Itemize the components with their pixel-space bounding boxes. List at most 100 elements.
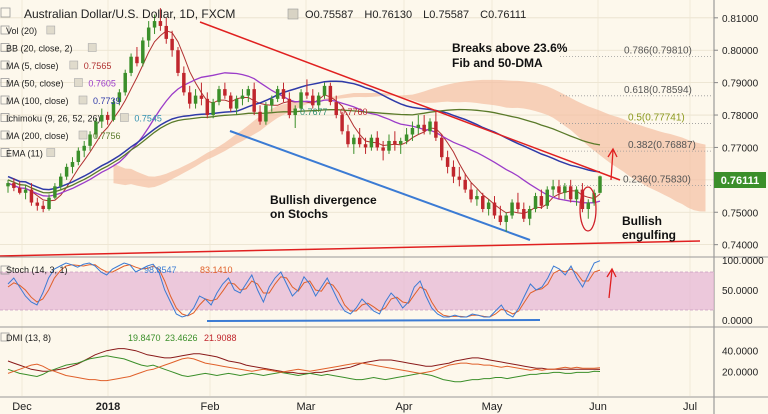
candle-body — [574, 189, 579, 200]
arrow-up-main — [610, 149, 614, 181]
candle-body — [170, 38, 174, 51]
candle-body — [598, 176, 602, 193]
stoch-d-line — [7, 264, 601, 318]
stoch-tick-label: 50.0000 — [722, 286, 759, 297]
candlesticks — [6, 8, 602, 232]
legend-checkbox — [0, 43, 10, 52]
candle-body — [41, 205, 45, 210]
legend-settings-icon — [87, 43, 97, 52]
candle-body — [387, 140, 391, 151]
candle-body — [111, 102, 116, 120]
candle-body — [275, 89, 280, 99]
candle-body — [586, 202, 591, 210]
fib-label: 0.618(0.78594) — [624, 85, 692, 96]
legend-settings-icon — [78, 130, 88, 140]
close-value: 0.76111 — [488, 9, 526, 21]
price-tick-label: 0.75000 — [722, 208, 759, 219]
svg-text:23.4626: 23.4626 — [165, 333, 198, 343]
svg-text:O0.75587 H0.76130: O0.75587 H0.76130 L0.75587 C0.76111 — [305, 9, 526, 21]
legend-checkbox — [0, 130, 10, 140]
stoch-axis-ticks: 100.0000 50.0000 0.0000 — [722, 256, 764, 327]
legend-label: MA (200, close) — [6, 131, 69, 141]
candle-body — [492, 202, 497, 216]
candle-body — [475, 196, 479, 200]
stoch-k-line — [7, 260, 601, 318]
stoch-divergence-line — [206, 319, 541, 322]
candle-body — [287, 98, 292, 116]
trendline-support — [0, 240, 701, 257]
legend-label: BB (20, close, 2) — [6, 44, 73, 54]
candle-body — [416, 124, 421, 128]
candle-body — [293, 108, 297, 116]
legend-label: MA (5, close) — [6, 61, 59, 71]
dmi-plus-line — [7, 355, 601, 383]
candle-body — [357, 137, 362, 145]
candle-body — [281, 89, 286, 99]
candle-body — [451, 166, 456, 177]
fib-label: 0.786(0.79810) — [624, 45, 692, 56]
candle-body — [240, 95, 245, 99]
candle-body — [123, 72, 127, 93]
legend-value: 0.7756 — [93, 131, 121, 141]
candle-body — [592, 192, 596, 203]
legend-label: Ichimoku (9, 26, 52, 26) — [6, 114, 101, 124]
candle-body — [352, 137, 356, 145]
stoch-band — [0, 272, 714, 310]
candle-body — [141, 40, 145, 64]
trendline-divergence — [229, 130, 531, 241]
arrow-up-stoch-head — [606, 267, 617, 278]
dmi-lines — [7, 348, 601, 383]
svg-text:21.9088: 21.9088 — [204, 333, 237, 343]
candle-body — [393, 140, 397, 145]
candle-body — [23, 189, 28, 193]
annotation-divergence: Bullish divergence on Stochs — [270, 193, 380, 221]
fib-label: 0.382(0.76887) — [628, 140, 696, 151]
candle-body — [440, 137, 444, 158]
time-tick-label: Feb — [201, 401, 220, 413]
candle-body — [375, 137, 380, 148]
stoch-tick-label: 0.0000 — [722, 316, 753, 327]
price-tick-label: 0.79000 — [722, 79, 759, 90]
high-value: 0.76130 — [372, 9, 412, 21]
candle-body — [504, 215, 508, 222]
fib-label: 0.236(0.75830) — [623, 174, 691, 185]
legend-label: MA (50, close) — [6, 79, 64, 89]
legend-checkbox — [0, 148, 10, 157]
legend-label: EMA (11) — [6, 149, 43, 159]
candle-body — [258, 111, 262, 122]
candle-body — [164, 25, 168, 39]
candle-body — [135, 56, 139, 64]
time-tick-label: Apr — [395, 401, 412, 413]
candle-body — [311, 95, 315, 106]
candle-body — [463, 179, 467, 190]
legend-settings-icon — [69, 60, 79, 70]
price-tick-label: 0.81000 — [722, 14, 759, 25]
candle-body — [35, 202, 40, 206]
ma200-line — [7, 108, 601, 194]
trendline-resistance — [199, 21, 621, 181]
candle-body — [557, 186, 561, 193]
candle-body — [76, 150, 81, 163]
current-price-tag: 0.76111 — [714, 172, 766, 188]
candle-body — [129, 56, 133, 73]
candle-body — [381, 147, 385, 151]
low-value: 0.75587 — [429, 9, 469, 21]
time-tick-label: Mar — [297, 401, 316, 413]
arrow-up-main-head — [607, 147, 618, 158]
candle-body — [568, 186, 573, 200]
ichimoku-extra-2: 0.7760 — [340, 107, 368, 117]
legend-settings-icon — [46, 25, 56, 35]
legend-value: 0.7739 — [93, 96, 121, 106]
candle-body — [205, 98, 210, 116]
settings-icon[interactable] — [287, 8, 299, 20]
candle-body — [176, 50, 180, 73]
candle-body — [445, 157, 450, 167]
ma50-line — [7, 72, 601, 204]
price-tick-label: 0.80000 — [722, 46, 759, 57]
legend-checkbox — [0, 95, 10, 105]
legend-checkbox — [0, 60, 10, 70]
candle-body — [551, 186, 555, 190]
legend-label: Vol (20) — [6, 26, 37, 36]
price-tick-label: 0.78000 — [722, 111, 759, 122]
candle-body — [158, 21, 163, 26]
